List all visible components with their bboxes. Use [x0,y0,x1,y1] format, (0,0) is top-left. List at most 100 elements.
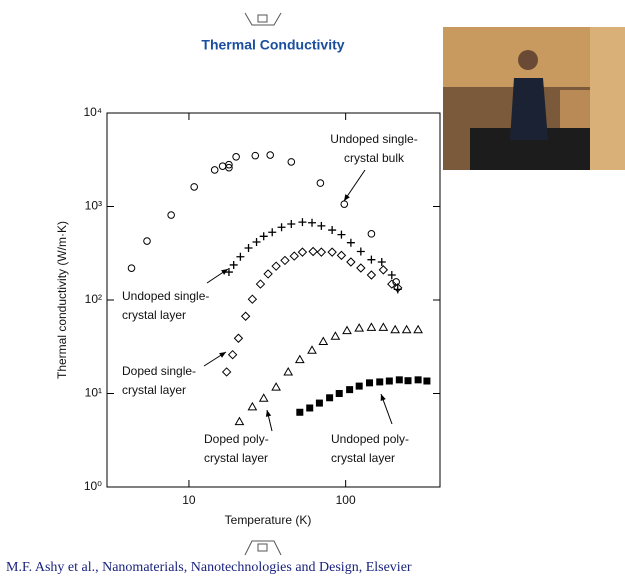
series-label: Undoped poly-crystal layer [331,432,409,465]
point [234,416,245,426]
point [255,279,266,289]
point [289,251,299,261]
point [277,223,286,232]
citation: M.F. Ashy et al., Nanomaterials, Nanotec… [6,560,412,575]
bottom-tab [244,540,282,556]
point [298,218,307,227]
arrow-head [380,394,386,401]
point [330,331,341,340]
point [335,390,343,397]
y-tick-label: 10⁰ [84,479,102,493]
point [210,166,219,174]
point [390,324,401,334]
point [221,367,232,377]
point [252,238,261,247]
point [378,265,389,275]
point [395,376,403,384]
point [251,151,260,160]
point [328,226,337,235]
point [296,408,304,416]
point [287,158,296,166]
point [287,219,296,228]
point [393,283,403,293]
point [423,377,431,385]
point [326,394,334,402]
point [280,255,290,266]
point [225,163,233,172]
point [127,264,136,272]
point [366,322,377,331]
y-tick-label: 10² [85,292,102,306]
slide-title: Thermal Conductivity [201,37,344,53]
point [318,336,329,345]
point [413,324,423,334]
point [247,294,258,304]
point [271,382,281,391]
y-tick-label: 10¹ [85,386,102,400]
x-tick-label: 10 [182,493,196,507]
point [271,261,281,271]
point [316,247,327,257]
point [308,218,317,227]
x-axis-title: Temperature (K) [225,513,312,527]
point [315,399,323,407]
point [356,263,366,273]
arrow-head [265,410,272,417]
x-tick-label: 100 [336,493,356,507]
point [308,246,318,257]
point [337,230,346,239]
point [307,345,317,354]
point [367,255,376,264]
point [247,401,258,411]
point [266,151,274,159]
point [227,349,238,360]
y-tick-label: 10³ [85,199,102,213]
point [167,211,175,219]
point [236,252,245,261]
point [240,311,251,321]
point [225,160,233,169]
point [385,377,393,385]
point [224,268,233,277]
arrow-head [219,352,226,358]
point [317,221,326,230]
point [259,232,268,241]
point [366,270,377,280]
point [346,238,355,247]
point [232,153,240,161]
point [143,237,151,245]
point [376,378,384,386]
video-overlay [443,27,625,170]
point [356,247,365,256]
point [404,377,412,385]
point [387,279,397,289]
point [401,324,412,334]
point [229,260,238,269]
point [414,376,422,384]
point [327,247,337,257]
point [258,393,269,402]
point [355,382,363,390]
series-label: Undoped single-crystal layer [122,289,209,322]
point [354,323,365,332]
point [268,228,277,237]
point [283,366,294,376]
point [306,404,314,412]
point [297,247,308,257]
series-label: Undoped single-crystal bulk [330,132,417,165]
point [336,250,347,261]
point [294,354,305,364]
point [263,269,273,279]
y-axis-title: Thermal conductivity (W/m·K) [55,221,69,379]
point [346,257,356,267]
point [377,257,386,266]
point [387,271,396,280]
point [342,325,352,335]
series-label: Doped single-crystal layer [122,364,196,397]
point [366,379,374,387]
y-tick-label: 10⁴ [83,105,102,119]
top-tab [244,12,282,26]
point [244,243,253,252]
point [233,333,244,343]
